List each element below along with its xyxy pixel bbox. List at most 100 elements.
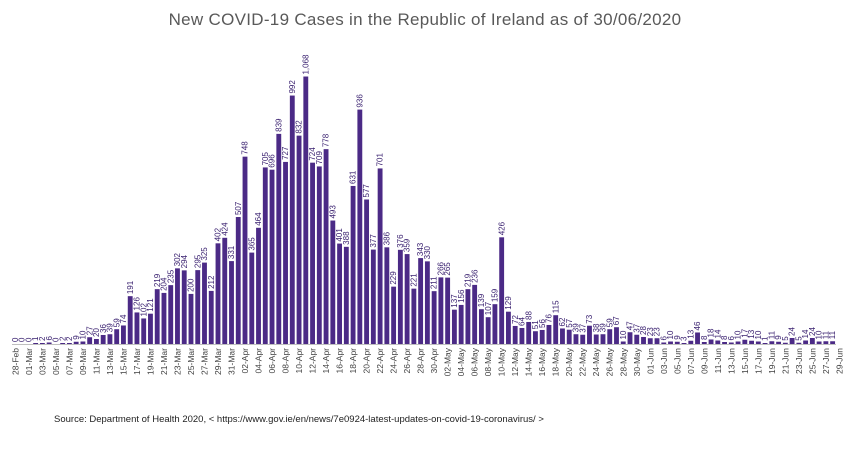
value-label: 102 [139, 303, 148, 317]
value-label: 37 [632, 323, 641, 332]
bar [229, 261, 234, 344]
bar [526, 321, 532, 344]
value-label: 229 [389, 271, 398, 285]
value-label: 0 [11, 337, 20, 342]
value-label: 9 [774, 335, 783, 340]
bar [404, 254, 410, 344]
x-tick-label: 17-Mar [132, 348, 142, 375]
value-label: 47 [626, 321, 635, 330]
bar [46, 342, 52, 344]
bar [310, 162, 315, 344]
value-label: 6 [727, 336, 736, 341]
x-tick-label: 03-Jun [659, 348, 669, 374]
bar [512, 325, 518, 344]
bar [728, 342, 734, 344]
x-tick-label: 30-Apr [429, 348, 439, 374]
value-label: 839 [274, 118, 283, 132]
bar [688, 340, 694, 344]
value-label: 376 [396, 234, 405, 248]
x-tick-label: 26-May [605, 347, 615, 376]
value-label: 8 [700, 335, 709, 340]
bar [316, 166, 322, 344]
bar [782, 342, 788, 344]
value-label: 39 [599, 323, 608, 332]
value-label: 126 [133, 297, 142, 311]
value-label: 39 [572, 323, 581, 332]
bar [533, 331, 538, 344]
value-label: 748 [241, 141, 250, 155]
value-label: 331 [227, 245, 236, 259]
bar [560, 328, 565, 344]
x-tick-label: 22-May [578, 347, 588, 376]
value-label: 14 [801, 329, 810, 338]
x-tick-label: 08-Apr [281, 348, 291, 374]
x-tick-label: 15-Mar [118, 348, 128, 375]
bar [141, 318, 147, 344]
bar [620, 341, 626, 344]
bar [478, 309, 484, 344]
x-tick-label: 07-Jun [686, 348, 696, 374]
bar [87, 337, 93, 344]
bar [458, 304, 464, 344]
value-label: 137 [450, 294, 459, 308]
bar [742, 339, 748, 344]
value-label: 14 [713, 329, 722, 338]
value-label: 10 [619, 330, 628, 339]
bar [222, 237, 228, 344]
value-label: 18 [707, 328, 716, 337]
value-label: 6 [659, 336, 668, 341]
bar [66, 343, 72, 344]
bar [296, 135, 302, 344]
bar [546, 324, 552, 344]
x-tick-label: 01-Mar [24, 348, 34, 375]
bar [418, 258, 424, 344]
bar [776, 341, 782, 344]
value-label: 88 [524, 311, 533, 320]
value-label: 0 [24, 337, 33, 342]
bar [303, 76, 309, 345]
x-tick-label: 20-Apr [362, 348, 372, 374]
x-tick-label: 28-Apr [416, 348, 426, 374]
x-tick-label: 29-Jun [834, 348, 844, 374]
x-tick-label: 09-Jun [699, 348, 709, 374]
x-tick-label: 28-May [618, 347, 628, 376]
value-label: 359 [403, 238, 412, 252]
bar [289, 95, 295, 344]
value-label: 294 [180, 254, 189, 268]
bar [803, 340, 809, 344]
bar [202, 262, 207, 344]
x-tick-label: 14-May [524, 347, 534, 376]
value-label: 401 [335, 228, 344, 242]
bar [654, 338, 660, 344]
x-tick-label: 24-Apr [389, 348, 399, 374]
bar [181, 270, 187, 344]
value-label: 13 [686, 329, 695, 338]
bar [80, 341, 86, 344]
bar [553, 315, 559, 344]
value-label: 302 [173, 252, 182, 266]
bar [208, 290, 214, 344]
bar [451, 309, 457, 344]
value-label: 631 [349, 170, 358, 184]
value-label: 724 [308, 147, 317, 161]
bar [195, 270, 201, 344]
value-label: 10 [734, 330, 743, 339]
value-label: 577 [362, 184, 371, 198]
bar [674, 341, 680, 344]
value-label: 115 [551, 300, 560, 313]
bar [708, 339, 714, 344]
value-label: 28 [639, 326, 648, 335]
bar [505, 311, 511, 344]
bar [762, 343, 768, 344]
x-tick-label: 21-Jun [780, 348, 790, 374]
x-tick-label: 11-Mar [91, 348, 101, 374]
bar [755, 341, 761, 344]
x-tick-label: 05-Jun [672, 348, 682, 374]
bar [121, 325, 126, 344]
x-tick-label: 06-Apr [267, 348, 277, 374]
bar [668, 341, 673, 344]
value-label: 727 [281, 146, 290, 160]
value-label: 10 [815, 330, 824, 339]
value-label: 936 [355, 94, 364, 108]
x-tick-label: 06-May [470, 347, 480, 376]
